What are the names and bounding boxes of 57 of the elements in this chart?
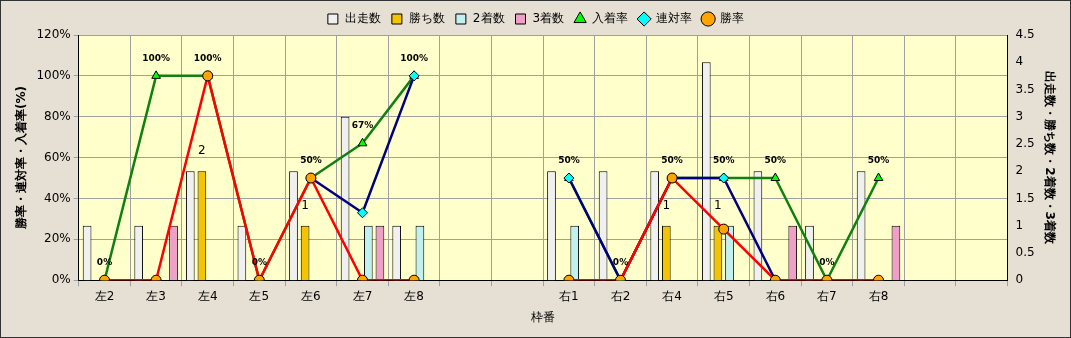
data-label: 0% xyxy=(819,257,835,268)
data-label: 0% xyxy=(612,257,629,268)
x-tick-label: 右6 xyxy=(765,288,786,303)
y2-tick-label: 0.5 xyxy=(1015,245,1035,260)
x-tick-label: 右8 xyxy=(868,288,889,303)
x-tick-label: 右1 xyxy=(559,288,579,303)
y-tick-label: 100% xyxy=(36,67,71,82)
x-tick-label: 左3 xyxy=(146,288,166,303)
legend-label: 勝率 xyxy=(720,11,745,26)
x-tick-label: 右4 xyxy=(662,288,682,303)
legend-label: 勝ち数 xyxy=(408,11,445,26)
data-label: 50% xyxy=(867,154,890,165)
data-label: 100% xyxy=(193,52,222,63)
legend-label: 2着数 xyxy=(472,11,505,26)
data-label: 50% xyxy=(712,154,735,165)
y-axis-title: 勝率・連対率・入着率(%) xyxy=(14,86,29,231)
data-label: 50% xyxy=(300,154,322,165)
x-tick-label: 右7 xyxy=(817,288,837,303)
x-tick-label: 右5 xyxy=(713,288,734,303)
y2-tick-label: 2 xyxy=(1015,163,1024,178)
y2-tick-label: 2.5 xyxy=(1015,136,1035,151)
x-tick-label: 右2 xyxy=(610,288,631,303)
x-tick-label: 左2 xyxy=(94,288,115,303)
data-label: 67% xyxy=(351,120,374,131)
y2-tick-label: 3 xyxy=(1015,108,1024,123)
data-label: 1 xyxy=(662,197,671,212)
y2-tick-label: 1.5 xyxy=(1015,190,1035,205)
y-tick-label: 120% xyxy=(36,27,71,42)
y-tick-label: 40% xyxy=(44,190,71,205)
x-axis-title: 枠番 xyxy=(530,309,556,324)
data-label: 50% xyxy=(764,154,787,165)
data-label: 1 xyxy=(301,197,309,212)
legend-label: 連対率 xyxy=(656,11,693,26)
data-label: 50% xyxy=(558,154,580,165)
data-label: 2 xyxy=(198,143,206,158)
data-label: 100% xyxy=(400,52,429,63)
y2-tick-label: 4 xyxy=(1015,54,1024,69)
x-tick-label: 左8 xyxy=(404,288,424,303)
x-tick-label: 左7 xyxy=(352,288,373,303)
y-tick-label: 80% xyxy=(44,108,71,123)
x-tick-label: 左4 xyxy=(197,288,218,303)
x-tick-label: 左6 xyxy=(301,288,321,303)
legend-label: 入着率 xyxy=(592,11,629,26)
y2-tick-label: 0 xyxy=(1015,272,1024,287)
y2-axis-title: 出走数・勝ち数・2着数・3着数 xyxy=(1042,71,1057,245)
y-tick-label: 0% xyxy=(51,272,71,287)
data-label: 1 xyxy=(714,197,722,212)
legend-label: 3着数 xyxy=(532,11,565,26)
x-tick-label: 左5 xyxy=(249,288,270,303)
data-label: 100% xyxy=(142,52,171,63)
legend-label: 出走数 xyxy=(344,11,381,26)
y2-tick-label: 1 xyxy=(1015,217,1024,232)
data-label: 50% xyxy=(661,154,683,165)
y-tick-label: 20% xyxy=(44,231,71,246)
y2-tick-label: 4.5 xyxy=(1015,27,1035,42)
y2-tick-label: 3.5 xyxy=(1015,81,1035,96)
y-tick-label: 60% xyxy=(44,149,71,164)
